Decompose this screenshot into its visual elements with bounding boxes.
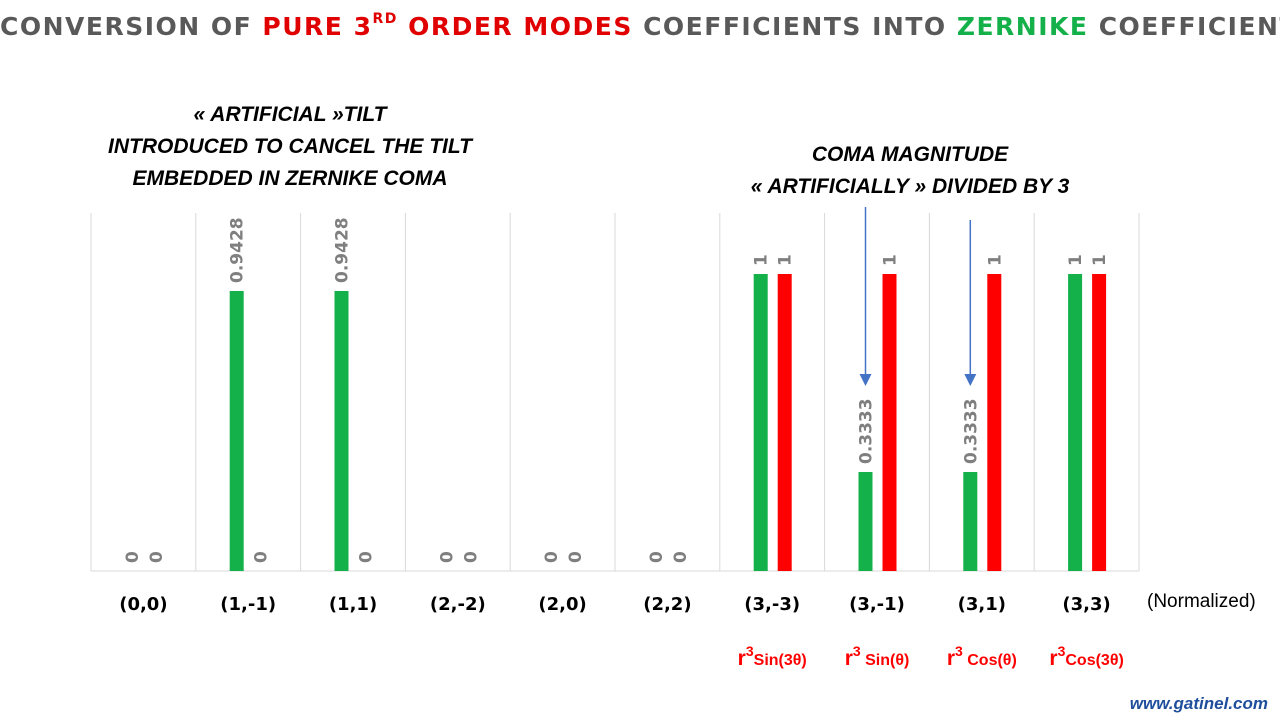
tilt-annotation-line-2: INTRODUCED TO CANCEL THE TILT [108, 135, 472, 158]
watermark: www.gatinel.com [1129, 694, 1268, 713]
data-label: 0 [647, 551, 667, 563]
bar [753, 274, 768, 571]
data-label: 0 [542, 551, 562, 563]
formula-label: r3 Sin(θ) [845, 643, 910, 670]
data-label: 0.9428 [228, 217, 248, 283]
data-label: 1 [985, 254, 1005, 266]
bar [777, 274, 792, 571]
formula-label: r3 Cos(θ) [947, 643, 1017, 670]
title-sup: RD [372, 10, 398, 27]
data-label: 0 [123, 551, 143, 563]
data-label: 1 [1066, 254, 1086, 266]
data-label: 0 [252, 551, 272, 563]
tilt-annotation-line-3: EMBEDDED IN ZERNIKE COMA [132, 167, 448, 190]
x-tick-label: (3,-1) [849, 594, 905, 615]
bar [334, 290, 349, 571]
tilt-annotation-line-1: « ARTIFICIAL »TILT [193, 103, 387, 126]
data-label: 1 [752, 254, 772, 266]
tilt-annotation: « ARTIFICIAL »TILT INTRODUCED TO CANCEL … [80, 99, 500, 195]
data-label: 0.3333 [961, 398, 981, 464]
x-tick-label: (2,2) [643, 594, 691, 615]
coma-annotation-line-2: « ARTIFICIALLY » DIVIDED BY 3 [750, 175, 1070, 198]
data-label: 0 [147, 551, 167, 563]
x-tick-label: (2,0) [538, 594, 586, 615]
x-tick-label: (0,0) [119, 594, 167, 615]
data-label: 0 [461, 551, 481, 563]
page-title: CONVERSION OF PURE 3RD ORDER MODES COEFF… [0, 10, 1280, 41]
title-part-3: ORDER MODES [397, 12, 633, 41]
bar [1092, 274, 1107, 571]
data-label: 1 [776, 254, 796, 266]
data-label: 0.9428 [333, 217, 353, 283]
x-tick-label: (1,1) [329, 594, 377, 615]
data-label: 1 [881, 254, 901, 266]
bar [858, 472, 873, 571]
title-part-6: COEFFICIENTS [1098, 12, 1280, 41]
coma-annotation: COMA MAGNITUDE « ARTIFICIALLY » DIVIDED … [710, 139, 1110, 203]
data-label: 0 [671, 551, 691, 563]
formula-label: r3Cos(3θ) [1049, 643, 1123, 670]
axis-note: (Normalized) [1147, 591, 1256, 612]
coma-annotation-line-1: COMA MAGNITUDE [811, 143, 1009, 166]
data-label: 0 [437, 551, 457, 563]
x-tick-label: (3,3) [1062, 594, 1110, 615]
data-label: 0 [566, 551, 586, 563]
bar [229, 290, 244, 571]
title-part-2-text: PURE 3 [262, 12, 373, 41]
title-part-1: CONVERSION OF [0, 12, 263, 41]
bar [882, 274, 897, 571]
title-part-2: PURE 3RD ORDER MODES [262, 10, 633, 41]
bar [1068, 274, 1083, 571]
title-part-5: ZERNIKE [956, 12, 1089, 41]
x-tick-label: (1,-1) [220, 594, 276, 615]
formula-label: r3Sin(3θ) [738, 643, 807, 670]
bar [987, 274, 1002, 571]
title-part-4: COEFFICIENTS INTO [632, 12, 957, 41]
data-label: 0 [357, 551, 377, 563]
bar [963, 472, 978, 571]
x-tick-label: (3,1) [958, 594, 1006, 615]
data-label: 1 [1090, 254, 1110, 266]
x-tick-label: (3,-3) [744, 594, 800, 615]
x-tick-label: (2,-2) [430, 594, 486, 615]
data-label: 0.3333 [857, 398, 877, 464]
